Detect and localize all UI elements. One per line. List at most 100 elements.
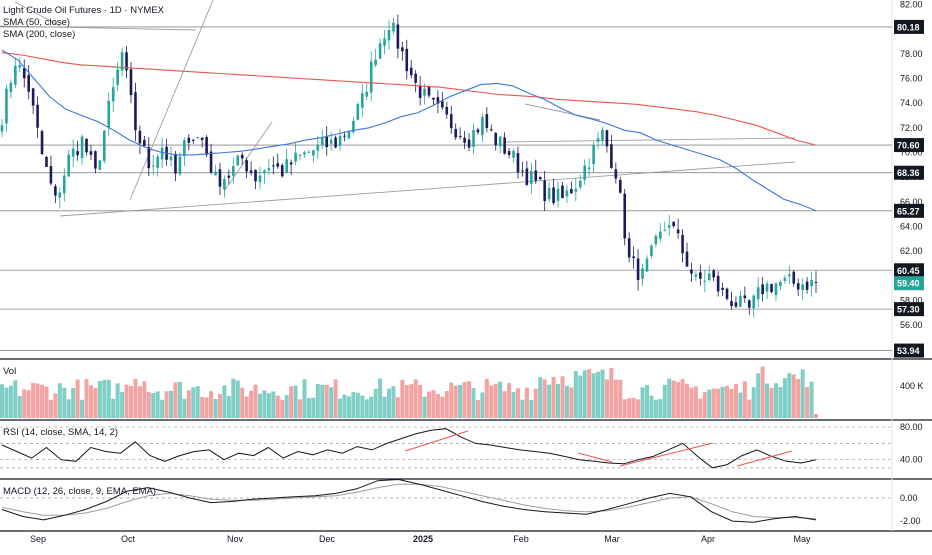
candle-body[interactable] [62,175,66,194]
candle-body[interactable] [200,137,204,140]
candle-body[interactable] [765,283,769,292]
candle-body[interactable] [156,156,159,168]
candle-body[interactable] [236,155,240,166]
candle-body[interactable] [258,175,262,183]
candle-body[interactable] [272,165,275,167]
candle-body[interactable] [525,168,529,185]
candle-body[interactable] [405,48,409,72]
candle-body[interactable] [521,170,524,172]
candle-body[interactable] [40,131,44,155]
candle-body[interactable] [240,154,244,159]
candle-body[interactable] [267,168,271,171]
candle-body[interactable] [298,154,302,156]
candle-body[interactable] [694,274,698,277]
candle-body[interactable] [58,192,62,198]
candle-body[interactable] [565,190,569,197]
candle-body[interactable] [147,146,151,169]
chart-title[interactable]: Light Crude Oil Futures · 1D · NYMEX [3,5,165,16]
candle-body[interactable] [280,165,284,177]
candle-body[interactable] [125,52,128,71]
candle-body[interactable] [792,271,796,284]
candle-body[interactable] [463,137,466,143]
candle-body[interactable] [209,151,213,173]
candle-body[interactable] [632,256,635,259]
candle-body[interactable] [578,180,582,188]
candle-body[interactable] [98,160,102,170]
candle-body[interactable] [9,82,13,93]
candle-body[interactable] [205,137,208,155]
candle-body[interactable] [583,165,586,180]
candle-body[interactable] [516,153,520,173]
candle-body[interactable] [143,139,146,146]
candle-body[interactable] [467,139,471,148]
candle-body[interactable] [338,135,342,146]
candle-body[interactable] [534,170,538,181]
candle-body[interactable] [636,258,640,281]
candle-body[interactable] [31,88,35,106]
candle-body[interactable] [614,169,618,179]
candle-body[interactable] [427,86,431,96]
candle-body[interactable] [365,91,369,97]
candle-body[interactable] [352,120,355,133]
candle-body[interactable] [676,229,680,234]
candle-body[interactable] [67,154,71,177]
candle-body[interactable] [721,287,724,290]
candle-body[interactable] [129,69,133,96]
candle-body[interactable] [169,156,173,161]
candle-body[interactable] [120,52,124,71]
candle-body[interactable] [414,73,417,83]
candle-body[interactable] [369,61,373,93]
candle-body[interactable] [445,106,449,115]
candle-body[interactable] [779,282,782,287]
candle-body[interactable] [436,97,440,104]
candle-body[interactable] [472,130,475,147]
candle-body[interactable] [5,88,8,124]
candle-body[interactable] [432,97,435,100]
candle-body[interactable] [76,151,79,156]
candle-body[interactable] [191,139,195,141]
candle-body[interactable] [756,287,760,300]
candle-body[interactable] [587,167,591,170]
candle-body[interactable] [454,128,458,138]
candle-body[interactable] [752,295,756,309]
candle-body[interactable] [441,101,444,108]
candle-body[interactable] [650,245,653,256]
candle-body[interactable] [325,136,329,148]
candle-body[interactable] [618,180,622,193]
candle-body[interactable] [659,231,662,239]
candle-body[interactable] [254,169,257,182]
rsi-legend[interactable]: RSI (14, close, SMA, 14, 2) [3,427,119,438]
candle-body[interactable] [507,151,511,155]
candle-body[interactable] [316,144,320,151]
candle-body[interactable] [801,284,804,291]
candle-body[interactable] [547,187,551,200]
candle-body[interactable] [654,236,658,245]
candle-body[interactable] [289,162,293,165]
candle-body[interactable] [498,136,502,147]
candle-body[interactable] [592,145,595,164]
candle-body[interactable] [285,159,288,173]
candle-body[interactable] [89,151,93,155]
candle-body[interactable] [725,288,729,299]
macd-legend[interactable]: MACD (12, 26, close, 9, EMA, EMA) [3,486,157,497]
candle-body[interactable] [530,171,533,184]
candle-body[interactable] [218,169,222,187]
candle-body[interactable] [116,69,119,85]
candle-body[interactable] [45,157,48,167]
candle-body[interactable] [320,137,324,145]
candle-body[interactable] [552,187,555,204]
candle-body[interactable] [672,221,675,227]
candle-body[interactable] [307,152,311,154]
candle-body[interactable] [810,280,813,287]
candle-body[interactable] [312,150,315,156]
candle-body[interactable] [214,171,217,176]
candle-body[interactable] [111,87,115,102]
candle-body[interactable] [494,132,498,146]
candle-body[interactable] [574,188,578,192]
candle-body[interactable] [641,268,644,279]
candle-body[interactable] [561,185,564,199]
candle-body[interactable] [54,186,57,196]
candle-body[interactable] [690,269,693,274]
candle-body[interactable] [418,85,422,98]
candle-body[interactable] [294,152,297,162]
